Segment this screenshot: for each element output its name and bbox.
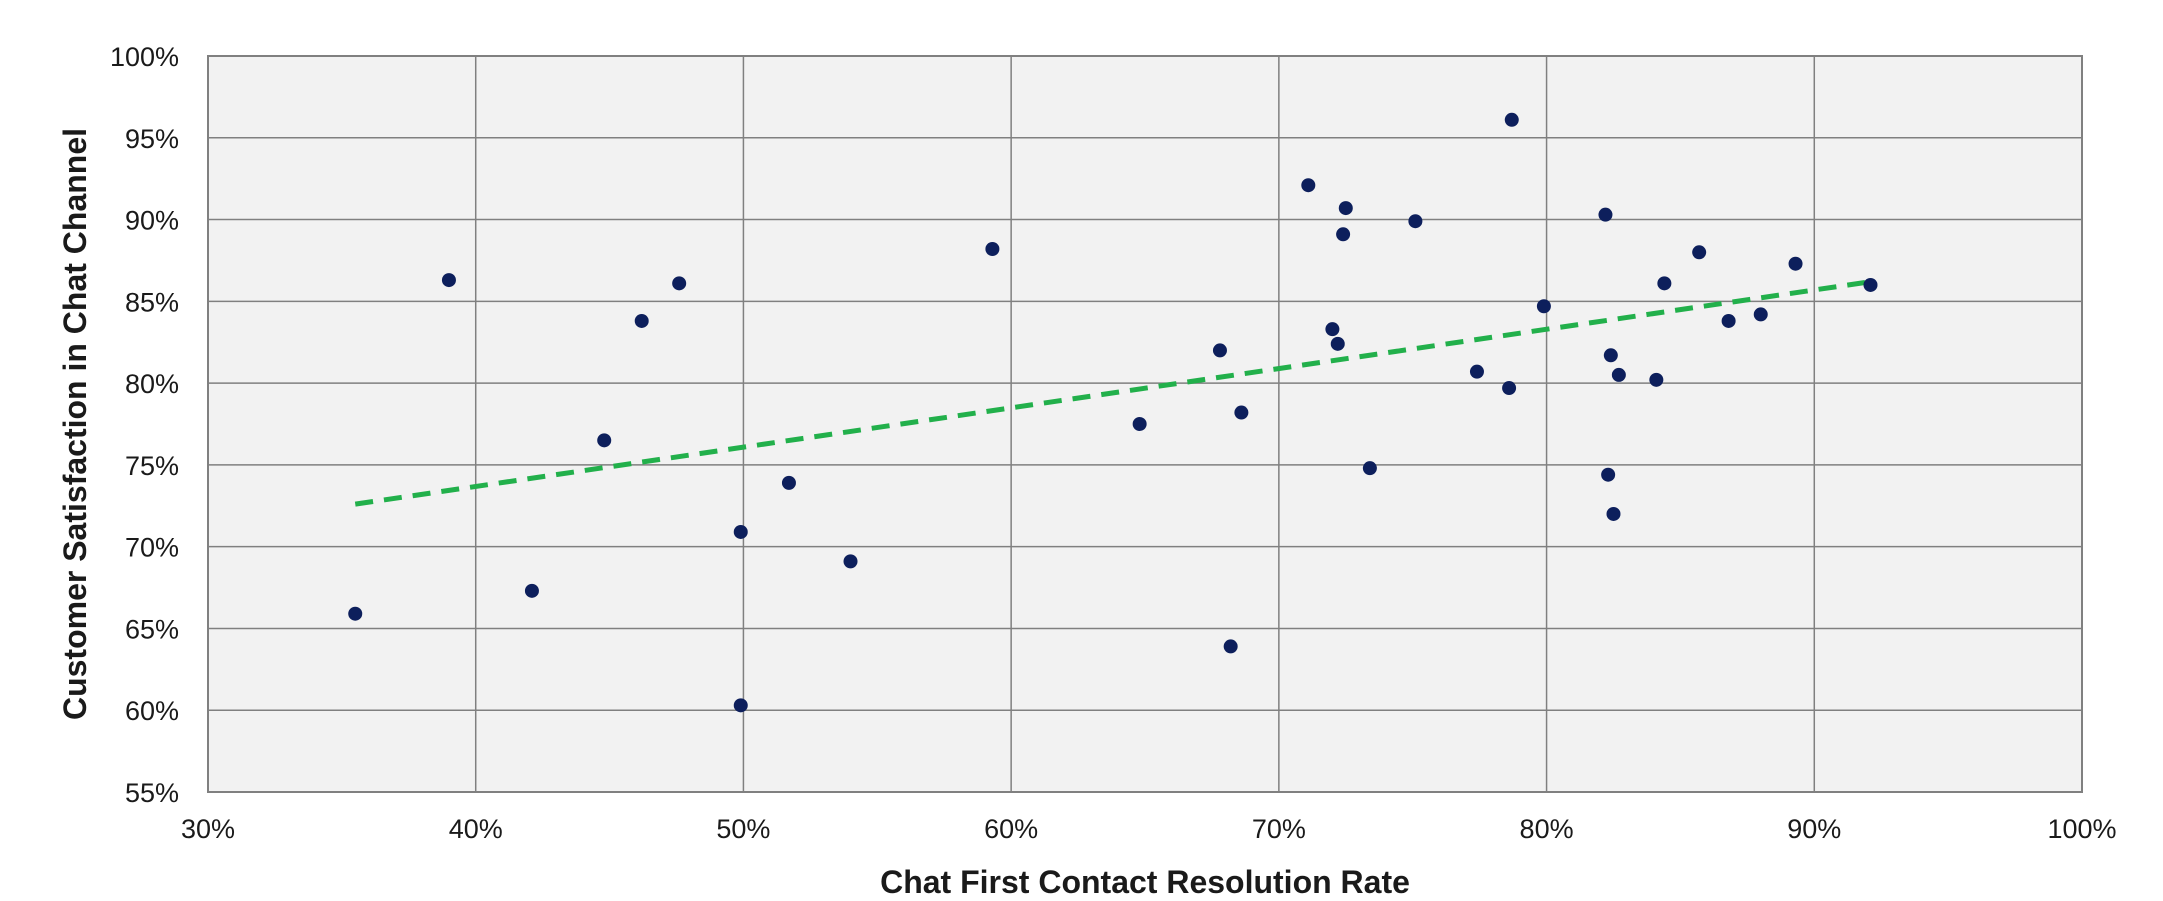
- trendline: [354, 279, 1871, 507]
- data-point: [348, 606, 363, 621]
- y-tick-label: 100%: [110, 42, 179, 72]
- data-point: [672, 276, 687, 291]
- y-tick-label: 65%: [125, 614, 179, 644]
- gridlines: [207, 55, 2083, 793]
- data-point: [441, 273, 456, 288]
- data-point: [1330, 336, 1345, 351]
- data-point: [1132, 417, 1147, 431]
- data-point: [1657, 276, 1672, 291]
- y-tick-label: 70%: [125, 533, 179, 563]
- data-point: [1223, 639, 1238, 654]
- data-point: [1598, 207, 1613, 222]
- data-point: [1536, 299, 1551, 314]
- x-axis-title: Chat First Contact Resolution Rate: [880, 864, 1410, 900]
- y-tick-label: 85%: [125, 287, 179, 317]
- data-point: [733, 524, 748, 539]
- x-tick-label: 60%: [984, 814, 1038, 844]
- data-point: [634, 313, 649, 328]
- data-point: [1649, 372, 1664, 387]
- data-point: [985, 241, 1000, 256]
- data-point: [1338, 201, 1353, 216]
- x-tick-label: 30%: [181, 814, 235, 844]
- y-tick-label: 75%: [125, 451, 179, 481]
- x-tick-label: 70%: [1252, 814, 1306, 844]
- x-tick-label: 80%: [1520, 814, 1574, 844]
- x-axis-ticks: 30% 40% 50% 60% 70% 80% 90% 100%: [181, 814, 2117, 844]
- trendline-group: [354, 279, 1871, 507]
- data-point: [1362, 461, 1377, 476]
- data-points: [348, 112, 1878, 713]
- y-axis-title: Customer Satisfaction in Chat Channel: [57, 128, 93, 720]
- data-point: [1601, 467, 1616, 482]
- data-point: [1336, 227, 1351, 242]
- data-point: [1788, 256, 1803, 271]
- y-tick-label: 60%: [125, 696, 179, 726]
- data-point: [1692, 245, 1707, 260]
- y-tick-label: 95%: [125, 124, 179, 154]
- data-point: [1611, 367, 1626, 382]
- y-axis-ticks: 55% 60% 65% 70% 75% 80% 85% 90% 95% 100%: [110, 42, 179, 808]
- x-tick-label: 50%: [716, 814, 770, 844]
- y-tick-label: 90%: [125, 206, 179, 236]
- data-point: [1606, 506, 1621, 521]
- data-point: [1504, 112, 1519, 127]
- data-point: [524, 583, 539, 598]
- y-tick-label: 80%: [125, 369, 179, 399]
- data-point: [1603, 348, 1618, 363]
- data-point: [733, 698, 748, 713]
- data-point: [597, 433, 612, 448]
- data-point: [843, 554, 858, 569]
- data-point: [1408, 214, 1423, 229]
- data-point: [1863, 277, 1878, 292]
- data-point: [781, 475, 796, 490]
- x-tick-label: 40%: [449, 814, 503, 844]
- data-point: [1721, 313, 1736, 328]
- data-point: [1502, 381, 1517, 396]
- data-point: [1212, 343, 1227, 358]
- x-tick-label: 90%: [1787, 814, 1841, 844]
- data-point: [1325, 322, 1340, 337]
- x-tick-label: 100%: [2047, 814, 2116, 844]
- data-point: [1469, 364, 1484, 379]
- data-point: [1301, 178, 1316, 193]
- data-point: [1753, 307, 1768, 322]
- y-tick-label: 55%: [125, 778, 179, 808]
- data-point: [1234, 405, 1249, 420]
